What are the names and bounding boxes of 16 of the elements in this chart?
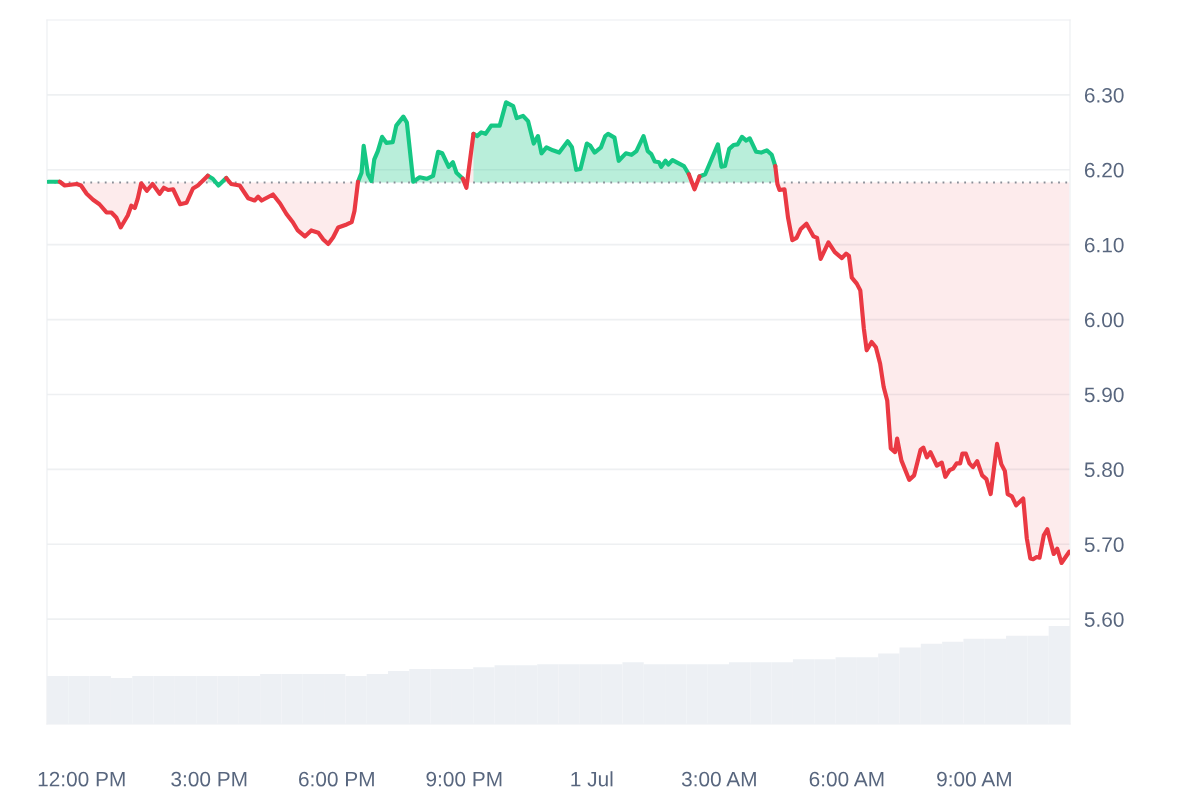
y-tick-label: 5.80 [1084,462,1124,478]
x-tick-label: 3:00 AM [681,771,756,787]
y-tick-label: 5.60 [1084,612,1124,627]
y-tick-label: 6.30 [1084,87,1124,103]
x-tick-label: 12:00 PM [38,771,125,787]
x-tick-label: 6:00 PM [299,771,374,787]
x-tick-label: 6:00 AM [809,771,884,787]
x-tick-label: 1 Jul [571,771,613,787]
y-tick-label: 6.00 [1084,312,1124,328]
x-tick-label: 9:00 PM [426,771,502,787]
y-tick-label: 6.20 [1084,162,1124,178]
x-tick-label: 3:00 PM [171,771,247,787]
y-tick-label: 6.10 [1084,237,1124,253]
y-tick-label: 5.70 [1084,537,1124,553]
x-tick-label: 9:00 AM [937,771,1011,787]
y-tick-label: 5.90 [1084,387,1124,403]
